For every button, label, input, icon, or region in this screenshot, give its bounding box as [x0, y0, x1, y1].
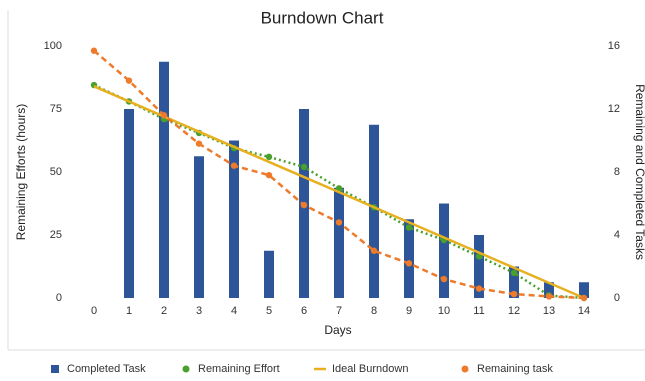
y-tick-label: 50 [50, 166, 62, 178]
y-tick-label: 0 [56, 292, 62, 304]
line [93, 85, 585, 300]
y2-tick-label: 16 [608, 40, 620, 52]
x-tick-label: 8 [371, 305, 377, 317]
point [580, 294, 588, 302]
x-tick-label: 13 [543, 305, 555, 317]
x-tick-label: 9 [406, 305, 412, 317]
point [510, 290, 518, 298]
legend-label: Remaining task [477, 363, 553, 375]
y2-tick-label: 8 [614, 166, 620, 178]
point [300, 201, 308, 209]
bar [124, 109, 134, 298]
x-axis-title: Days [324, 323, 351, 337]
point [335, 185, 343, 192]
point [475, 253, 483, 260]
legend-swatch [461, 365, 469, 373]
legend-label: Remaining Effort [198, 363, 280, 375]
point [300, 163, 308, 171]
x-tick-label: 4 [231, 305, 237, 317]
chart-title: Burndown Chart [261, 8, 384, 27]
point [160, 112, 168, 119]
x-tick-label: 14 [578, 305, 590, 317]
x-tick-label: 11 [473, 305, 484, 317]
y-tick-label: 75 [50, 103, 62, 115]
y2-tick-label: 0 [614, 292, 620, 304]
legend-label: Ideal Burndown [332, 363, 408, 375]
y2-tick-label: 4 [614, 229, 620, 241]
bar [544, 282, 554, 298]
point [545, 293, 553, 300]
bar [439, 203, 449, 298]
point [405, 260, 413, 267]
bar [159, 61, 169, 298]
point [90, 47, 98, 54]
point [405, 224, 413, 231]
line [93, 83, 585, 300]
y-tick-label: 100 [44, 40, 62, 52]
bar [264, 250, 274, 298]
legend-label: Completed Task [67, 363, 146, 375]
bar [369, 124, 379, 298]
x-tick-label: 6 [301, 305, 307, 317]
bar [509, 266, 519, 298]
point [440, 275, 448, 283]
bar [229, 140, 239, 298]
point [335, 219, 343, 226]
x-tick-label: 10 [438, 305, 450, 317]
point [265, 153, 273, 161]
point [195, 140, 203, 147]
point [370, 247, 378, 254]
bar [194, 156, 204, 298]
y-axis-title: Remaining Efforts (hours) [14, 104, 28, 241]
y2-tick-label: 12 [608, 103, 620, 115]
x-tick-label: 5 [266, 305, 272, 317]
point [510, 269, 518, 276]
x-tick-label: 12 [508, 305, 520, 317]
point [230, 162, 238, 169]
bar [474, 235, 484, 298]
y2-axis-title: Remaining and Completed Tasks [633, 84, 645, 260]
x-tick-label: 2 [161, 305, 167, 317]
point [265, 171, 273, 179]
x-tick-label: 1 [126, 305, 132, 317]
point [475, 285, 483, 292]
point [125, 77, 133, 84]
legend-swatch [182, 365, 190, 373]
x-tick-label: 3 [196, 305, 202, 317]
bar [404, 219, 414, 298]
x-tick-label: 0 [91, 305, 97, 317]
legend-swatch [51, 365, 59, 373]
bar [579, 282, 589, 298]
bar [334, 187, 344, 298]
y-tick-label: 25 [50, 229, 62, 241]
x-tick-label: 7 [336, 305, 342, 317]
